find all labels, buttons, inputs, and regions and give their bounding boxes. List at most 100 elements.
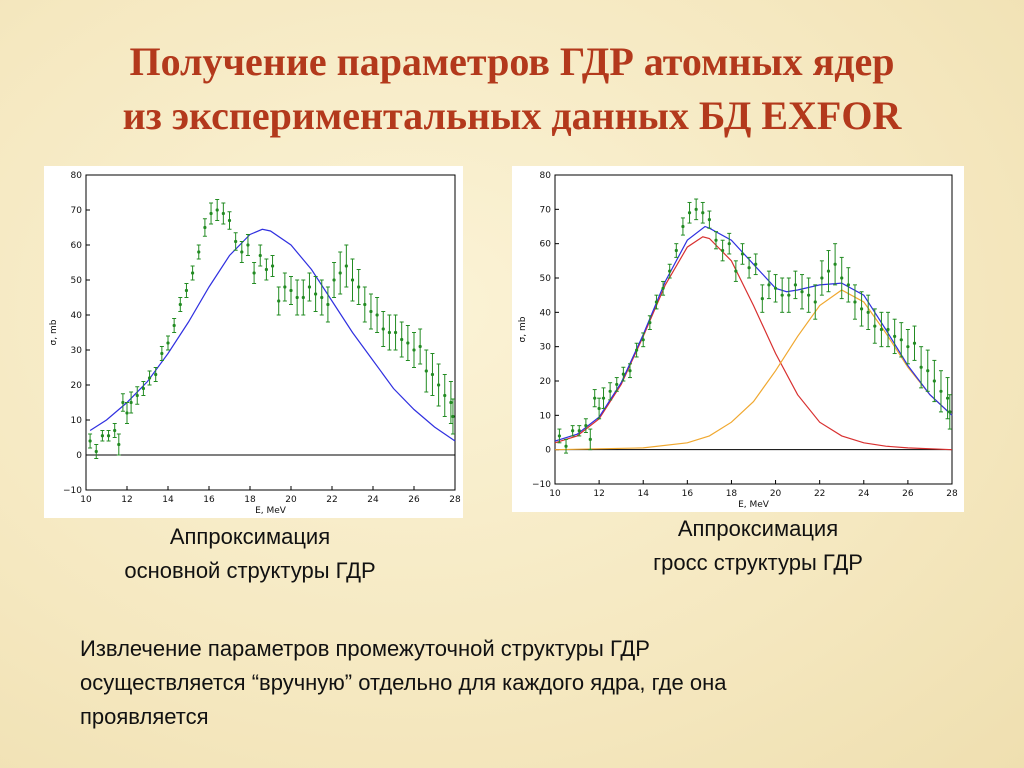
data-point bbox=[707, 218, 711, 222]
data-point bbox=[754, 262, 758, 266]
data-point bbox=[375, 313, 379, 317]
y-axis-label: σ, mb bbox=[518, 316, 528, 342]
data-point bbox=[654, 300, 659, 304]
data-point bbox=[221, 211, 225, 216]
data-point bbox=[820, 276, 824, 280]
data-point bbox=[787, 293, 791, 297]
data-point bbox=[350, 278, 355, 282]
data-point bbox=[608, 389, 612, 393]
fit-curve bbox=[554, 225, 953, 442]
y-tick-label: 40 bbox=[540, 308, 552, 318]
data-point bbox=[615, 382, 619, 387]
data-point bbox=[100, 434, 104, 438]
data-point bbox=[381, 327, 385, 331]
data-point bbox=[721, 248, 725, 253]
data-point bbox=[264, 267, 268, 272]
data-point bbox=[919, 365, 923, 369]
data-point bbox=[270, 264, 275, 268]
y-tick-label: 80 bbox=[540, 171, 552, 181]
data-point bbox=[283, 285, 287, 289]
data-point bbox=[191, 271, 195, 275]
x-tick-label: 18 bbox=[244, 495, 256, 505]
caption: гросс структуры ГДР bbox=[653, 550, 863, 575]
data-point bbox=[141, 386, 145, 391]
data-point bbox=[289, 288, 293, 293]
data-point bbox=[258, 253, 262, 258]
data-point bbox=[94, 449, 98, 454]
x-tick-label: 16 bbox=[682, 489, 694, 499]
y-tick-label: 0 bbox=[545, 446, 551, 456]
data-point bbox=[166, 341, 170, 345]
data-point bbox=[301, 295, 305, 300]
data-point bbox=[88, 439, 92, 443]
data-point bbox=[106, 434, 111, 438]
data-point bbox=[113, 428, 117, 433]
y-tick-label: −10 bbox=[532, 480, 551, 490]
data-point bbox=[601, 396, 606, 400]
data-point bbox=[209, 211, 213, 216]
data-point bbox=[418, 344, 422, 349]
plot-frame bbox=[85, 174, 456, 491]
data-point bbox=[879, 327, 884, 332]
x-tick-label: 14 bbox=[637, 489, 649, 499]
y-tick-label: 70 bbox=[71, 206, 83, 216]
data-point bbox=[172, 323, 176, 328]
data-point bbox=[147, 376, 152, 380]
data-point bbox=[571, 429, 575, 433]
data-point bbox=[701, 211, 705, 215]
caption: Аппроксимация bbox=[677, 516, 839, 541]
data-point bbox=[246, 243, 250, 247]
data-point bbox=[451, 414, 455, 419]
title: из экспериментальных данных БД EXFOR bbox=[122, 93, 902, 138]
x-tick-label: 12 bbox=[593, 489, 604, 499]
data-point bbox=[387, 330, 391, 335]
fit-curve bbox=[89, 228, 456, 442]
data-point bbox=[948, 410, 952, 414]
data-point bbox=[899, 338, 903, 342]
data-point bbox=[406, 341, 410, 345]
data-point bbox=[793, 283, 798, 287]
data-point bbox=[621, 372, 625, 376]
data-point bbox=[945, 396, 950, 400]
data-point bbox=[939, 389, 943, 393]
data-point bbox=[740, 252, 745, 256]
data-point bbox=[906, 345, 910, 349]
body-text: проявляется bbox=[80, 704, 209, 729]
data-point bbox=[584, 424, 588, 428]
data-point bbox=[277, 299, 281, 303]
data-point bbox=[681, 224, 685, 229]
data-point bbox=[564, 444, 568, 448]
data-point bbox=[873, 324, 877, 328]
data-point bbox=[932, 379, 936, 383]
data-point bbox=[635, 348, 639, 352]
y-tick-label: 50 bbox=[540, 274, 552, 284]
data-point bbox=[893, 334, 897, 338]
data-point bbox=[773, 286, 778, 290]
x-tick-label: 24 bbox=[858, 489, 870, 499]
x-tick-label: 22 bbox=[814, 489, 825, 499]
data-point bbox=[800, 290, 804, 294]
data-point bbox=[807, 293, 811, 297]
data-point bbox=[121, 400, 125, 405]
y-tick-label: 60 bbox=[540, 240, 552, 250]
data-point bbox=[641, 338, 645, 342]
data-point bbox=[668, 269, 672, 273]
data-point bbox=[628, 369, 632, 373]
body-text: Извлечение параметров промежуточной стру… bbox=[80, 636, 650, 661]
chart-bg bbox=[44, 166, 463, 518]
data-point bbox=[215, 208, 219, 212]
data-point bbox=[160, 351, 164, 356]
data-point bbox=[117, 442, 121, 447]
y-tick-label: 0 bbox=[76, 451, 82, 461]
body-text: осуществляется “вручную” отдельно для ка… bbox=[80, 670, 727, 695]
x-tick-label: 20 bbox=[285, 495, 297, 505]
data-point bbox=[674, 248, 678, 253]
data-point bbox=[727, 242, 731, 246]
data-point bbox=[154, 372, 158, 377]
data-point bbox=[197, 250, 201, 254]
data-point bbox=[240, 250, 244, 254]
data-point bbox=[694, 207, 698, 211]
data-point bbox=[203, 225, 207, 230]
data-point bbox=[357, 285, 361, 289]
data-point bbox=[412, 348, 416, 352]
